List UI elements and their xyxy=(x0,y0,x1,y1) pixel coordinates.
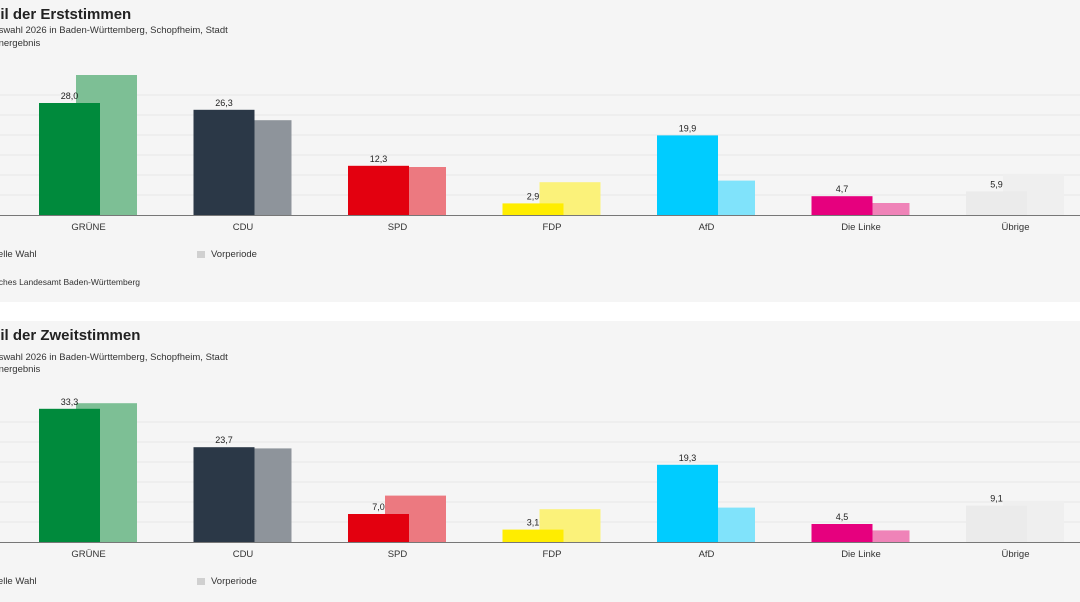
chart-subtitle-result: nenergebnis xyxy=(0,364,41,375)
legend-previous[interactable]: Vorperiode xyxy=(197,249,257,260)
legend-current-label: tuelle Wahl xyxy=(0,576,37,587)
category-label-die-linke: Die Linke xyxy=(841,549,881,560)
bar-current-die-linke[interactable] xyxy=(811,196,873,215)
legend-previous[interactable]: Vorperiode xyxy=(197,576,257,587)
bar-current-afd[interactable] xyxy=(657,464,718,542)
legend-previous-swatch xyxy=(197,250,205,258)
chart-title: eil der Zweitstimmen xyxy=(0,327,141,344)
data-label-afd: 19,3 xyxy=(679,453,697,463)
bar-current-brige[interactable] xyxy=(966,191,1027,215)
category-label-afd: AfD xyxy=(699,549,715,560)
data-label-cdu: 26,3 xyxy=(215,98,233,108)
data-label-die-linke: 4,7 xyxy=(836,184,849,194)
legend-previous-label: Vorperiode xyxy=(211,249,257,260)
bar-current-gr-ne[interactable] xyxy=(39,408,100,542)
bar-previous-die-linke[interactable] xyxy=(848,530,910,542)
chart-title: eil der Erststimmen xyxy=(0,6,132,23)
legend-current[interactable]: tuelle Wahl xyxy=(0,576,37,587)
chart-panel-zweitstimmen: eil der Zweitstimmen agswahl 2026 in Bad… xyxy=(0,321,1080,602)
data-label-brige: 9,1 xyxy=(990,494,1003,504)
legend-previous-swatch xyxy=(197,577,205,585)
category-label-spd: SPD xyxy=(388,549,408,560)
bar-current-spd[interactable] xyxy=(348,514,409,542)
category-label-spd: SPD xyxy=(388,222,408,233)
data-label-spd: 7,0 xyxy=(372,502,385,512)
bar-current-fdp[interactable] xyxy=(502,203,564,215)
chart-subtitle-result: nenergebnis xyxy=(0,38,41,49)
bar-current-gr-ne[interactable] xyxy=(39,103,100,215)
category-label-brige: Übrige xyxy=(1002,222,1030,233)
data-label-gr-ne: 28,0 xyxy=(61,91,79,101)
chart-subtitle: agswahl 2026 in Baden-Württemberg, Schop… xyxy=(0,25,228,36)
category-label-die-linke: Die Linke xyxy=(841,222,881,233)
category-label-gr-ne: GRÜNE xyxy=(71,549,105,560)
data-label-gr-ne: 33,3 xyxy=(61,397,79,407)
legend-current[interactable]: tuelle Wahl xyxy=(0,249,37,260)
category-label-cdu: CDU xyxy=(233,549,254,560)
category-label-brige: Übrige xyxy=(1002,549,1030,560)
bar-current-spd[interactable] xyxy=(348,165,409,215)
data-label-brige: 5,9 xyxy=(990,179,1003,189)
chart-subtitle: agswahl 2026 in Baden-Württemberg, Schop… xyxy=(0,352,228,363)
category-label-afd: AfD xyxy=(699,222,715,233)
bar-current-cdu[interactable] xyxy=(193,109,255,215)
data-label-cdu: 23,7 xyxy=(215,435,233,445)
bar-current-fdp[interactable] xyxy=(502,529,564,542)
category-label-fdp: FDP xyxy=(543,549,562,560)
legend-current-label: tuelle Wahl xyxy=(0,249,37,260)
data-label-spd: 12,3 xyxy=(370,154,388,164)
bar-chart-erststimmen: 28,0 GRÜNE 26,3 CDU 12,3 SPD 2,9 FDP 19,9 AfD 4,7 D… xyxy=(0,75,1080,233)
legend-previous-label: Vorperiode xyxy=(211,576,257,587)
data-label-afd: 19,9 xyxy=(679,123,697,133)
chart-panel-erststimmen: eil der Erststimmen agswahl 2026 in Bade… xyxy=(0,6,1080,287)
bar-current-brige[interactable] xyxy=(966,505,1027,542)
data-label-die-linke: 4,5 xyxy=(836,512,849,522)
bar-current-afd[interactable] xyxy=(657,135,718,215)
category-label-cdu: CDU xyxy=(233,222,254,233)
source-note: stisches Landesamt Baden-Württemberg xyxy=(0,277,141,287)
data-label-fdp: 3,1 xyxy=(527,518,540,528)
data-label-fdp: 2,9 xyxy=(527,191,540,201)
category-label-fdp: FDP xyxy=(543,222,562,233)
bar-chart-zweitstimmen: 33,3 GRÜNE 23,7 CDU 7,0 SPD 3,1 FDP 19,3 AfD 4,5 Di… xyxy=(0,397,1080,560)
category-label-gr-ne: GRÜNE xyxy=(71,222,105,233)
bar-current-die-linke[interactable] xyxy=(811,524,873,542)
bar-current-cdu[interactable] xyxy=(193,447,255,542)
